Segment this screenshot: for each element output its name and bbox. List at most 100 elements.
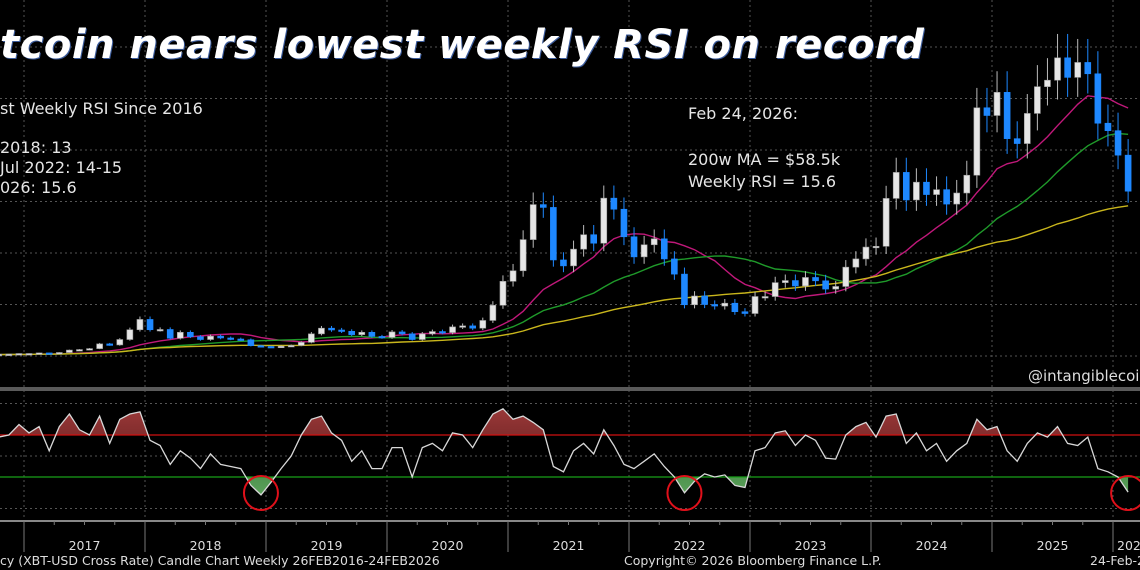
- candle: [822, 280, 829, 290]
- candle: [1003, 92, 1011, 139]
- rsi-line: [0, 407, 1129, 496]
- x-axis-tick-label: 2019: [311, 538, 343, 553]
- author-handle: @intangiblecoin: [1028, 367, 1140, 385]
- candle: [560, 259, 567, 267]
- candle: [963, 174, 971, 194]
- candle: [741, 311, 749, 314]
- x-axis-tick-label: 2023: [795, 538, 827, 553]
- candle: [176, 332, 184, 339]
- candle: [408, 333, 416, 340]
- x-axis-tick-label: 2018: [190, 538, 222, 553]
- rsi-oversold-fill: [0, 477, 1129, 495]
- candle: [580, 234, 587, 250]
- candle: [1094, 73, 1102, 124]
- candle: [207, 335, 214, 340]
- x-axis-tick-label: 2020: [432, 538, 464, 553]
- candle: [287, 345, 295, 348]
- candle: [96, 343, 103, 349]
- right-note-rsi: Weekly RSI = 15.6: [688, 172, 837, 191]
- candle: [983, 107, 991, 116]
- candle: [539, 204, 547, 208]
- candle: [1064, 57, 1071, 78]
- candle: [1104, 122, 1112, 131]
- x-axis-tick-label: 2021: [553, 538, 585, 553]
- candle: [1124, 154, 1132, 192]
- candle: [257, 345, 265, 348]
- candle: [15, 353, 23, 356]
- candle: [86, 348, 93, 351]
- candle: [156, 329, 164, 332]
- candle: [660, 238, 668, 260]
- candle: [902, 172, 910, 201]
- candle: [620, 208, 628, 238]
- candle: [671, 258, 678, 275]
- price-panel: [0, 33, 1132, 356]
- gridlines: [0, 0, 1140, 520]
- footer-description: cy (XBT-USD Cross Rate) Candle Chart Wee…: [0, 553, 440, 568]
- left-note-2018: 2018: 13: [0, 138, 72, 157]
- candle: [328, 327, 335, 331]
- x-axis-tick-label: 202: [1117, 538, 1140, 553]
- candle: [761, 296, 769, 299]
- x-axis-tick-label: 2017: [69, 538, 101, 553]
- candle: [5, 353, 13, 356]
- candle: [781, 280, 789, 283]
- candle: [872, 246, 880, 249]
- rsi-low-highlight-circle: [1110, 475, 1140, 511]
- rsi-overbought-fill: [0, 408, 1129, 435]
- candle: [116, 339, 124, 346]
- candle: [701, 295, 708, 305]
- candle: [842, 266, 850, 287]
- left-note-heading: st Weekly RSI Since 2016: [0, 99, 203, 118]
- right-note-date: Feb 24, 2026:: [688, 104, 799, 123]
- candle: [862, 246, 870, 260]
- candle: [882, 198, 890, 247]
- candle: [388, 331, 396, 338]
- right-note-ma: 200w MA = $58.5k: [688, 150, 841, 169]
- candle: [993, 92, 1001, 116]
- candle: [217, 335, 224, 339]
- candle: [45, 352, 53, 355]
- candle: [953, 192, 961, 205]
- panel-separator[interactable]: [0, 387, 1140, 391]
- candle: [923, 181, 930, 195]
- candle: [479, 320, 487, 329]
- candle: [227, 337, 235, 340]
- candle: [550, 207, 557, 261]
- candle: [1054, 57, 1061, 81]
- candle: [691, 295, 698, 306]
- candle: [590, 234, 598, 244]
- candle: [892, 172, 900, 199]
- candle: [106, 343, 114, 346]
- candle: [570, 248, 577, 267]
- candle: [449, 326, 456, 333]
- candle: [358, 332, 366, 335]
- candle: [338, 329, 345, 332]
- candle: [812, 277, 819, 282]
- candle: [429, 331, 436, 335]
- moving-average-200w: [0, 205, 1129, 356]
- candle: [721, 302, 729, 307]
- candle: [439, 331, 446, 334]
- candle: [398, 331, 406, 335]
- candle: [1044, 79, 1051, 87]
- candle: [1084, 62, 1092, 75]
- candle: [66, 349, 73, 353]
- candle: [459, 325, 466, 328]
- candle: [600, 197, 608, 244]
- candle: [640, 244, 648, 258]
- candle: [489, 304, 497, 321]
- x-axis: 2017 2018 2019 2020 2021 2022 2023 2024 2025 202: [0, 520, 1140, 553]
- candle: [913, 181, 920, 201]
- candle: [802, 277, 809, 287]
- candle: [529, 204, 537, 240]
- rsi-low-highlight-circle: [242, 475, 279, 511]
- candle: [499, 281, 507, 306]
- moving-average-50w: [0, 95, 1129, 356]
- candle: [76, 349, 83, 352]
- x-axis-tick-label: 2024: [916, 538, 948, 553]
- candle: [731, 302, 739, 313]
- candle: [126, 329, 134, 340]
- candle: [852, 258, 860, 268]
- candle: [469, 325, 477, 329]
